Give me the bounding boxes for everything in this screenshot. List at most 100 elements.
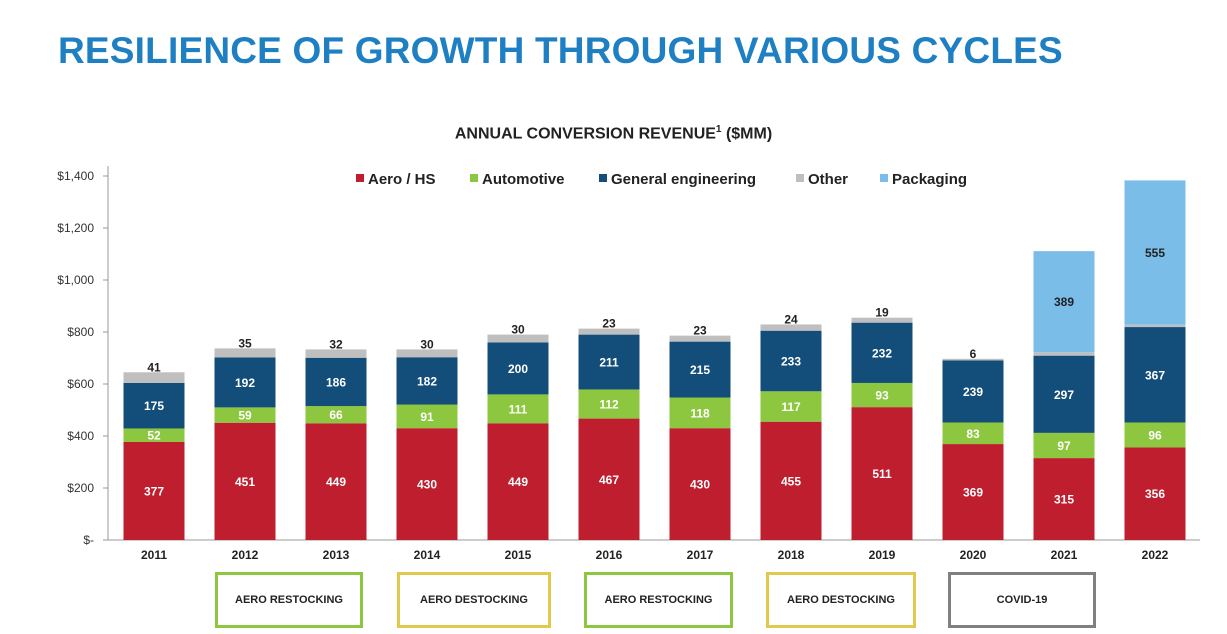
bar-segment xyxy=(1124,324,1186,328)
data-label: 555 xyxy=(1145,246,1165,260)
cycle-label: COVID-19 xyxy=(996,594,1048,606)
bar-segment xyxy=(578,418,640,540)
bar-segment xyxy=(487,423,549,540)
data-label: 449 xyxy=(508,475,528,489)
legend-label: Packaging xyxy=(892,171,967,188)
data-label: 239 xyxy=(963,385,983,399)
bar-segment xyxy=(396,428,458,540)
bar-segment xyxy=(760,391,822,422)
data-label: 91 xyxy=(420,410,434,424)
data-label: 315 xyxy=(1054,493,1074,507)
data-label: 93 xyxy=(875,389,889,403)
cycle-label: AERO DESTOCKING xyxy=(787,594,895,606)
cycle-label: AERO RESTOCKING xyxy=(235,594,343,606)
bar-segment xyxy=(123,382,185,429)
data-label: 215 xyxy=(690,363,710,377)
y-tick-label: $800 xyxy=(67,325,94,339)
x-tick-label: 2014 xyxy=(414,548,441,562)
legend-label: Other xyxy=(808,171,848,188)
bar-segment xyxy=(942,358,1004,361)
x-tick-label: 2019 xyxy=(869,548,896,562)
bar-segment xyxy=(1033,432,1095,459)
data-label: 30 xyxy=(420,337,434,351)
bar-segment xyxy=(578,334,640,390)
x-tick-label: 2013 xyxy=(323,548,350,562)
legend-swatch xyxy=(470,174,478,182)
legend-swatch xyxy=(796,174,804,182)
bar-segment xyxy=(123,428,185,442)
chart-title-text: ANNUAL CONVERSION REVENUE xyxy=(454,125,716,143)
bar-segment xyxy=(214,422,276,540)
y-tick-label: $600 xyxy=(67,377,94,391)
bar-segment xyxy=(1033,352,1095,356)
cycle-label: AERO RESTOCKING xyxy=(604,594,713,606)
y-tick-label: $200 xyxy=(67,481,94,495)
legend-label: Automotive xyxy=(482,171,565,188)
bar-segment xyxy=(487,334,549,343)
bar-segment xyxy=(942,444,1004,540)
bar-segment xyxy=(214,357,276,408)
bar-segment xyxy=(487,342,549,395)
bar-segment xyxy=(1124,180,1186,325)
data-label: 96 xyxy=(1148,428,1162,442)
cycle-box-4: AERO DESTOCKING xyxy=(766,572,916,628)
cycle-label: AERO DESTOCKING xyxy=(420,594,528,606)
bar-segment xyxy=(760,324,822,331)
bar-segment xyxy=(851,317,913,323)
bar-segment xyxy=(396,357,458,405)
legend-label: Aero / HS xyxy=(368,171,436,188)
bar-segment xyxy=(669,397,731,429)
bar-segment xyxy=(305,423,367,540)
data-label: 389 xyxy=(1054,295,1074,309)
x-tick-label: 2012 xyxy=(232,548,259,562)
data-label: 369 xyxy=(963,486,983,500)
bar-segment xyxy=(942,422,1004,445)
data-label: 430 xyxy=(417,478,437,492)
chart-title: ANNUAL CONVERSION REVENUE1 ($MM) xyxy=(0,124,1227,143)
data-label: 52 xyxy=(147,429,161,443)
data-label: 182 xyxy=(417,374,437,388)
data-label: 83 xyxy=(966,427,980,441)
data-label: 6 xyxy=(970,347,977,361)
bar-segment xyxy=(851,322,913,383)
x-tick-label: 2011 xyxy=(141,548,167,562)
data-label: 449 xyxy=(326,475,346,489)
x-tick-label: 2018 xyxy=(778,548,805,562)
data-label: 211 xyxy=(599,356,619,370)
data-label: 112 xyxy=(599,398,619,412)
legend-label: General engineering xyxy=(611,171,756,188)
bar-segment xyxy=(305,357,367,407)
bar-segment xyxy=(578,328,640,335)
bar-segment xyxy=(1124,422,1186,448)
data-label: 232 xyxy=(872,346,892,360)
bar-segment xyxy=(396,349,458,358)
bar-segment xyxy=(1033,355,1095,433)
bar-segment xyxy=(669,335,731,342)
chart-title-unit: ($MM) xyxy=(725,125,773,143)
data-label: 19 xyxy=(875,306,889,320)
bar-segment xyxy=(669,341,731,398)
legend-swatch xyxy=(599,174,607,182)
bar-segment xyxy=(214,407,276,423)
bar-segment xyxy=(760,330,822,392)
bar-segment xyxy=(1033,458,1095,540)
data-label: 24 xyxy=(784,312,798,326)
data-label: 186 xyxy=(326,375,346,389)
cycle-box-3: AERO RESTOCKING xyxy=(584,572,733,628)
data-label: 66 xyxy=(329,408,343,422)
bar-segment xyxy=(396,404,458,429)
y-tick-label: $- xyxy=(83,533,94,547)
bar-segment xyxy=(487,394,549,424)
data-label: 467 xyxy=(599,473,619,487)
data-label: 367 xyxy=(1145,368,1165,382)
cycle-box-2: AERO DESTOCKING xyxy=(397,572,551,628)
data-label: 32 xyxy=(329,337,343,351)
page-title: RESILIENCE OF GROWTH THROUGH VARIOUS CYC… xyxy=(58,30,1063,71)
data-label: 111 xyxy=(509,402,528,416)
x-tick-label: 2022 xyxy=(1142,548,1169,562)
data-label: 455 xyxy=(781,474,801,488)
data-label: 297 xyxy=(1054,388,1074,402)
data-label: 200 xyxy=(508,362,528,376)
data-label: 233 xyxy=(781,354,801,368)
